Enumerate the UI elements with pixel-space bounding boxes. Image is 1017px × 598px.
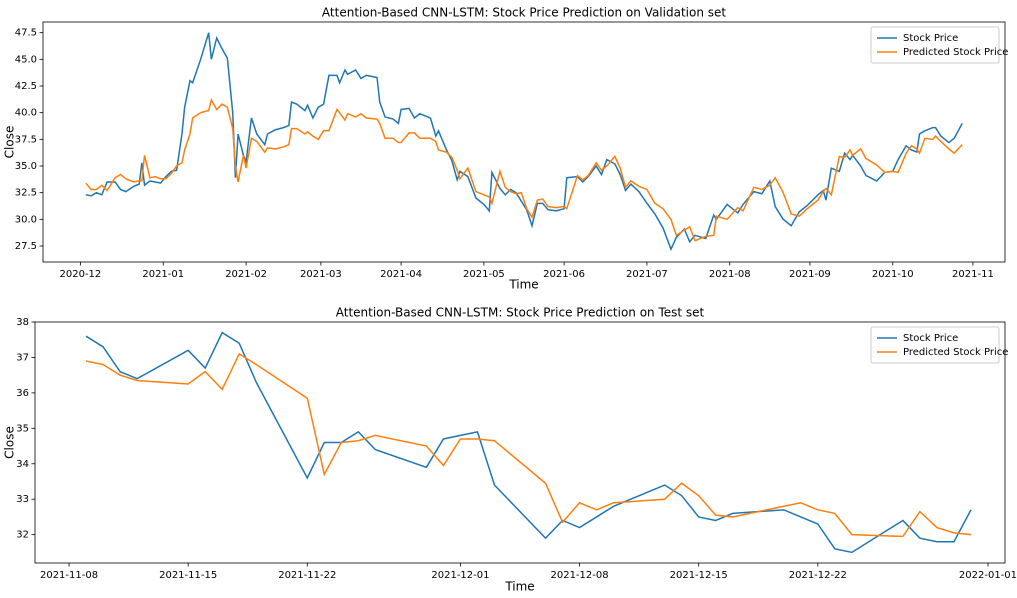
x-tick-label: 2021-03 <box>300 269 342 280</box>
legend-label: Predicted Stock Price <box>903 47 1008 58</box>
x-tick-label: 2021-09 <box>789 269 831 280</box>
y-tick-label: 40.0 <box>15 108 37 119</box>
data-line <box>85 352 972 538</box>
chart-title: Attention-Based CNN-LSTM: Stock Price Pr… <box>336 306 705 320</box>
y-tick-label: 42.5 <box>15 81 37 92</box>
legend-label: Stock Price <box>903 333 958 344</box>
chart: Attention-Based CNN-LSTM: Stock Price Pr… <box>3 306 1017 594</box>
legend: Stock Price Predicted Stock Price <box>870 26 1008 64</box>
x-tick-label: 2021-11-15 <box>159 570 217 581</box>
x-tick-label: 2021-12-15 <box>670 570 728 581</box>
x-tick-label: 2021-11 <box>952 269 994 280</box>
legend-box <box>870 326 1000 364</box>
y-tick-label: 36 <box>16 388 29 399</box>
x-tick-label: 2020-12 <box>60 269 102 280</box>
y-tick-label: 35 <box>16 423 29 434</box>
x-axis-label: Time <box>508 278 538 292</box>
x-tick-label: 2021-06 <box>543 269 585 280</box>
y-axis-label: Close <box>3 426 17 459</box>
plot-area <box>85 32 963 252</box>
y-tick-label: 47.5 <box>15 28 37 39</box>
y-tick-label: 32 <box>16 530 29 541</box>
axes-frame <box>42 21 1006 263</box>
x-tick-label: 2021-07 <box>626 269 668 280</box>
y-tick-label: 30.0 <box>15 214 37 225</box>
x-tick-label: 2021-04 <box>380 269 422 280</box>
x-tick-label: 2021-01 <box>142 269 184 280</box>
y-tick-label: 32.5 <box>15 188 37 199</box>
x-tick-label: 2021-11-22 <box>278 570 336 581</box>
y-tick-label: 33 <box>16 494 29 505</box>
y-tick-label: 37.5 <box>15 134 37 145</box>
x-tick-label: 2021-12-01 <box>431 570 489 581</box>
y-tick-label: 35.0 <box>15 161 37 172</box>
x-axis-label: Time <box>504 580 534 594</box>
data-line <box>85 331 972 554</box>
data-line <box>85 97 963 242</box>
x-tick-label: 2021-11-08 <box>40 570 98 581</box>
x-tick-label: 2022-01-01 <box>959 570 1017 581</box>
x-tick-label: 2021-05 <box>463 269 505 280</box>
y-tick-label: 34 <box>16 459 29 470</box>
x-tick-label: 2021-12-08 <box>550 570 608 581</box>
x-tick-label: 2021-02 <box>225 269 267 280</box>
x-tick-label: 2021-10 <box>872 269 914 280</box>
y-tick-label: 38 <box>16 317 29 328</box>
chart-title: Attention-Based CNN-LSTM: Stock Price Pr… <box>322 6 726 20</box>
y-tick-label: 37 <box>16 352 29 363</box>
x-tick-label: 2021-12-22 <box>789 570 847 581</box>
axes-frame <box>34 321 1006 564</box>
plot-area <box>85 331 972 554</box>
x-tick-label: 2021-08 <box>709 269 751 280</box>
legend-box <box>870 26 1000 64</box>
data-line <box>85 32 963 252</box>
chart: Attention-Based CNN-LSTM: Stock Price Pr… <box>3 6 1009 292</box>
legend-label: Predicted Stock Price <box>903 347 1008 358</box>
y-axis-label: Close <box>3 126 17 159</box>
y-tick-label: 27.5 <box>15 241 37 252</box>
legend-label: Stock Price <box>903 33 958 44</box>
legend: Stock Price Predicted Stock Price <box>870 326 1008 364</box>
y-tick-label: 45.0 <box>15 54 37 65</box>
